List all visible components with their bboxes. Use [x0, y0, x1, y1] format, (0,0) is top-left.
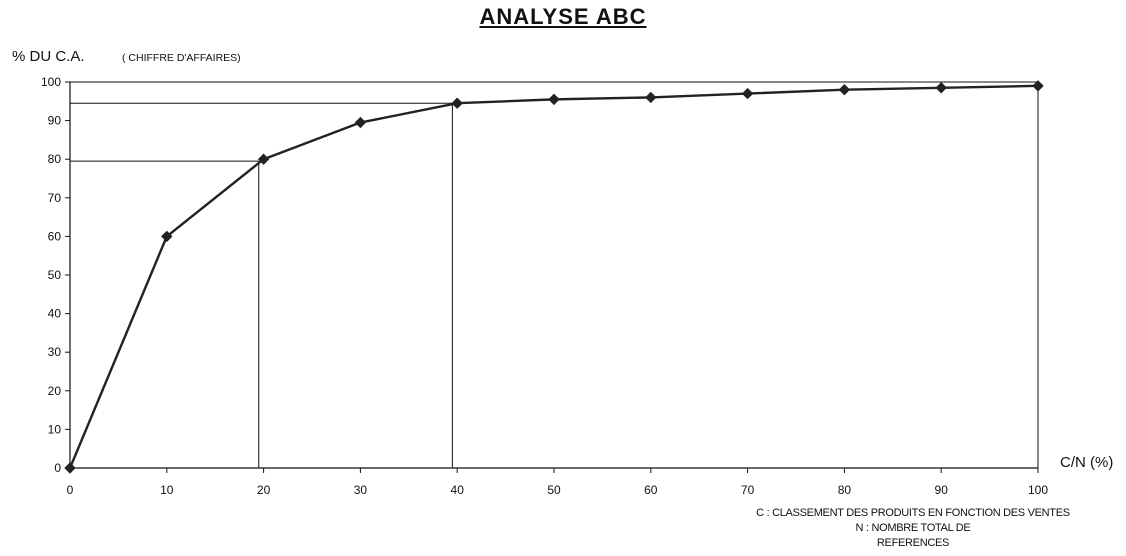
y-axis-label: % DU C.A.	[12, 48, 85, 65]
y-tick-label: 10	[48, 422, 62, 436]
data-point	[451, 97, 463, 109]
axis-note: C : CLASSEMENT DES PRODUITS EN FONCTION …	[700, 506, 1126, 551]
data-point	[354, 116, 367, 129]
data-point	[838, 84, 851, 96]
series-line	[68, 84, 1039, 469]
data-point	[645, 91, 657, 104]
data-point	[1032, 80, 1044, 92]
y-tick-label: 100	[41, 75, 61, 89]
data-point	[64, 462, 76, 474]
data-point	[257, 153, 270, 165]
x-tick-label: 0	[67, 483, 74, 497]
data-point	[548, 93, 560, 106]
y-tick-label: 30	[48, 345, 62, 359]
x-axis-label: C/N (%)	[1060, 454, 1114, 471]
data-point	[161, 230, 173, 243]
chart-title: ANALYSE ABC	[479, 4, 647, 29]
y-tick-label: 90	[48, 114, 62, 128]
y-tick-label: 40	[48, 307, 62, 321]
x-tick-label: 80	[838, 483, 852, 497]
y-tick-label: 60	[48, 229, 62, 243]
x-tick-label: 10	[160, 483, 174, 497]
data-point	[741, 87, 754, 100]
x-tick-label: 50	[547, 483, 561, 497]
y-tick-label: 0	[54, 461, 61, 475]
x-tick-label: 40	[451, 483, 465, 497]
y-tick-label: 80	[48, 152, 62, 166]
y-tick-label: 70	[48, 191, 62, 205]
note-line-2: N : NOMBRE TOTAL DE	[855, 522, 971, 534]
data-point	[935, 82, 947, 94]
note-line-1: C : CLASSEMENT DES PRODUITS EN FONCTION …	[756, 507, 1070, 519]
x-tick-label: 70	[741, 483, 755, 497]
x-tick-label: 30	[354, 483, 368, 497]
x-tick-label: 90	[935, 483, 949, 497]
x-tick-label: 60	[644, 483, 658, 497]
y-tick-label: 50	[48, 268, 62, 282]
y-tick-label: 20	[48, 384, 62, 398]
note-line-3: REFERENCES	[876, 537, 950, 549]
x-tick-label: 20	[257, 483, 271, 497]
y-axis-sublabel: ( CHIFFRE D'AFFAIRES)	[122, 52, 241, 64]
x-tick-label: 100	[1028, 483, 1048, 497]
